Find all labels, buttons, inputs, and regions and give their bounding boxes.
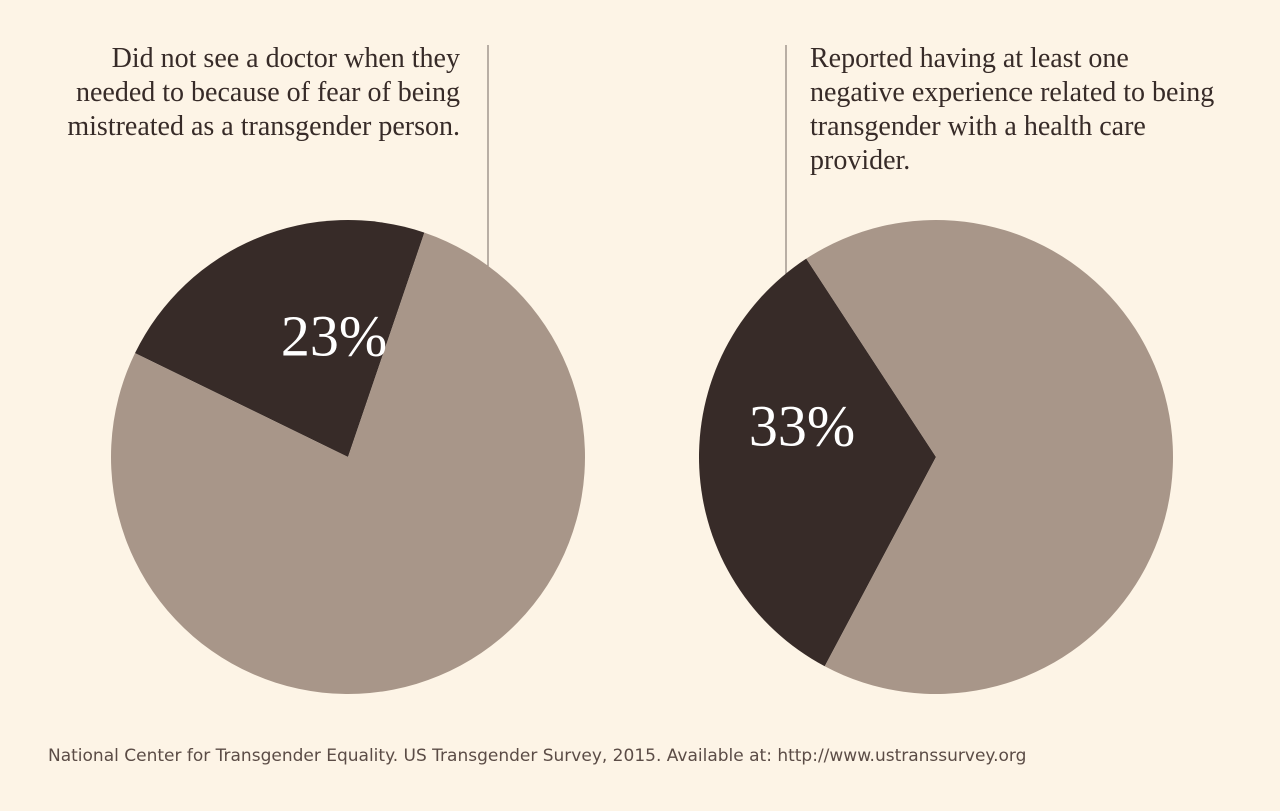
pie-slice <box>134 219 425 457</box>
pie-slice <box>699 258 936 667</box>
source-note: National Center for Transgender Equality… <box>48 746 1027 766</box>
pie-slice <box>806 220 1173 694</box>
chart-title: Did not see a doctor when they needed to… <box>67 43 460 142</box>
pie-slice <box>110 232 585 695</box>
chart-title: Reported having at least one negative ex… <box>810 43 1215 176</box>
value-label: 33% <box>749 393 855 458</box>
value-label: 23% <box>281 303 387 368</box>
